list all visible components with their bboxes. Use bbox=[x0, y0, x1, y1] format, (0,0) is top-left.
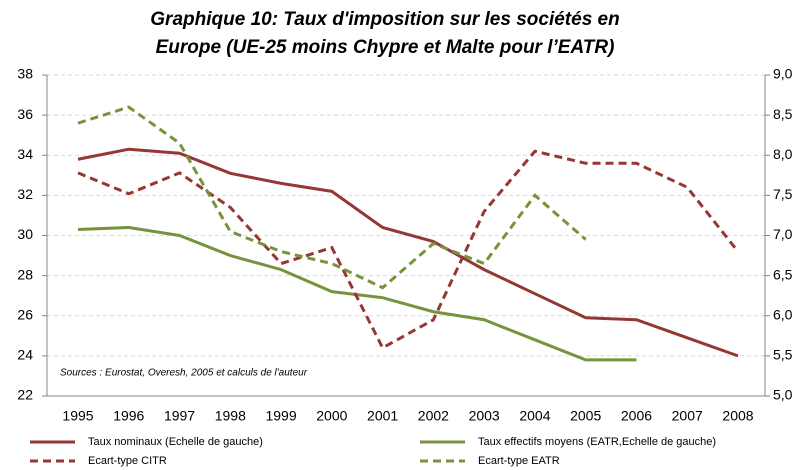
y-tick-label: 32 bbox=[17, 186, 33, 202]
y2-tick-label: 7,0 bbox=[773, 226, 793, 242]
x-tick-label: 2000 bbox=[316, 408, 347, 424]
x-tick-label: 2008 bbox=[722, 408, 753, 424]
y-tick-label: 38 bbox=[17, 66, 33, 82]
x-tick-label: 1996 bbox=[113, 408, 144, 424]
y-tick-label: 30 bbox=[17, 226, 33, 242]
legend-label: Ecart-type CITR bbox=[88, 455, 167, 467]
x-tick-label: 2006 bbox=[621, 408, 652, 424]
chart-title: Europe (UE-25 moins Chypre et Malte pour… bbox=[156, 37, 615, 58]
x-tick-label: 1999 bbox=[265, 408, 296, 424]
series-line bbox=[77, 149, 740, 350]
legend-label: Taux nominaux (Echelle de gauche) bbox=[88, 436, 263, 448]
series-line bbox=[77, 225, 637, 362]
y2-tick-label: 6,0 bbox=[773, 306, 793, 322]
x-tick-label: 2001 bbox=[367, 408, 398, 424]
x-tick-label: 1995 bbox=[62, 408, 93, 424]
x-tick-label: 2002 bbox=[418, 408, 449, 424]
y2-tick-label: 8,0 bbox=[773, 146, 793, 162]
y-tick-label: 24 bbox=[17, 347, 33, 363]
y2-tick-label: 5,0 bbox=[773, 387, 793, 403]
x-tick-label: 1997 bbox=[164, 408, 195, 424]
y-tick-label: 36 bbox=[17, 106, 33, 122]
y-tick-label: 26 bbox=[17, 306, 33, 322]
chart-title: Graphique 10: Taux d'imposition sur les … bbox=[150, 9, 619, 30]
source-note: Sources : Eurostat, Overesh, 2005 et cal… bbox=[60, 368, 308, 379]
series-line bbox=[77, 105, 587, 290]
x-tick-label: 2004 bbox=[519, 408, 550, 424]
legend-label: Taux effectifs moyens (EATR,Echelle de g… bbox=[478, 436, 716, 448]
series-line bbox=[77, 147, 739, 358]
x-tick-label: 1998 bbox=[215, 408, 246, 424]
y2-tick-label: 9,0 bbox=[773, 66, 793, 82]
x-tick-label: 2007 bbox=[672, 408, 703, 424]
y2-tick-label: 5,5 bbox=[773, 347, 793, 363]
y2-tick-label: 6,5 bbox=[773, 266, 793, 282]
x-tick-label: 2005 bbox=[570, 408, 601, 424]
legend-label: Ecart-type EATR bbox=[478, 455, 560, 467]
y2-tick-label: 7,5 bbox=[773, 186, 793, 202]
y-tick-label: 22 bbox=[17, 387, 33, 403]
y-tick-label: 28 bbox=[17, 266, 33, 282]
y2-tick-label: 8,5 bbox=[773, 106, 793, 122]
y-tick-label: 34 bbox=[17, 146, 33, 162]
x-tick-label: 2003 bbox=[469, 408, 500, 424]
